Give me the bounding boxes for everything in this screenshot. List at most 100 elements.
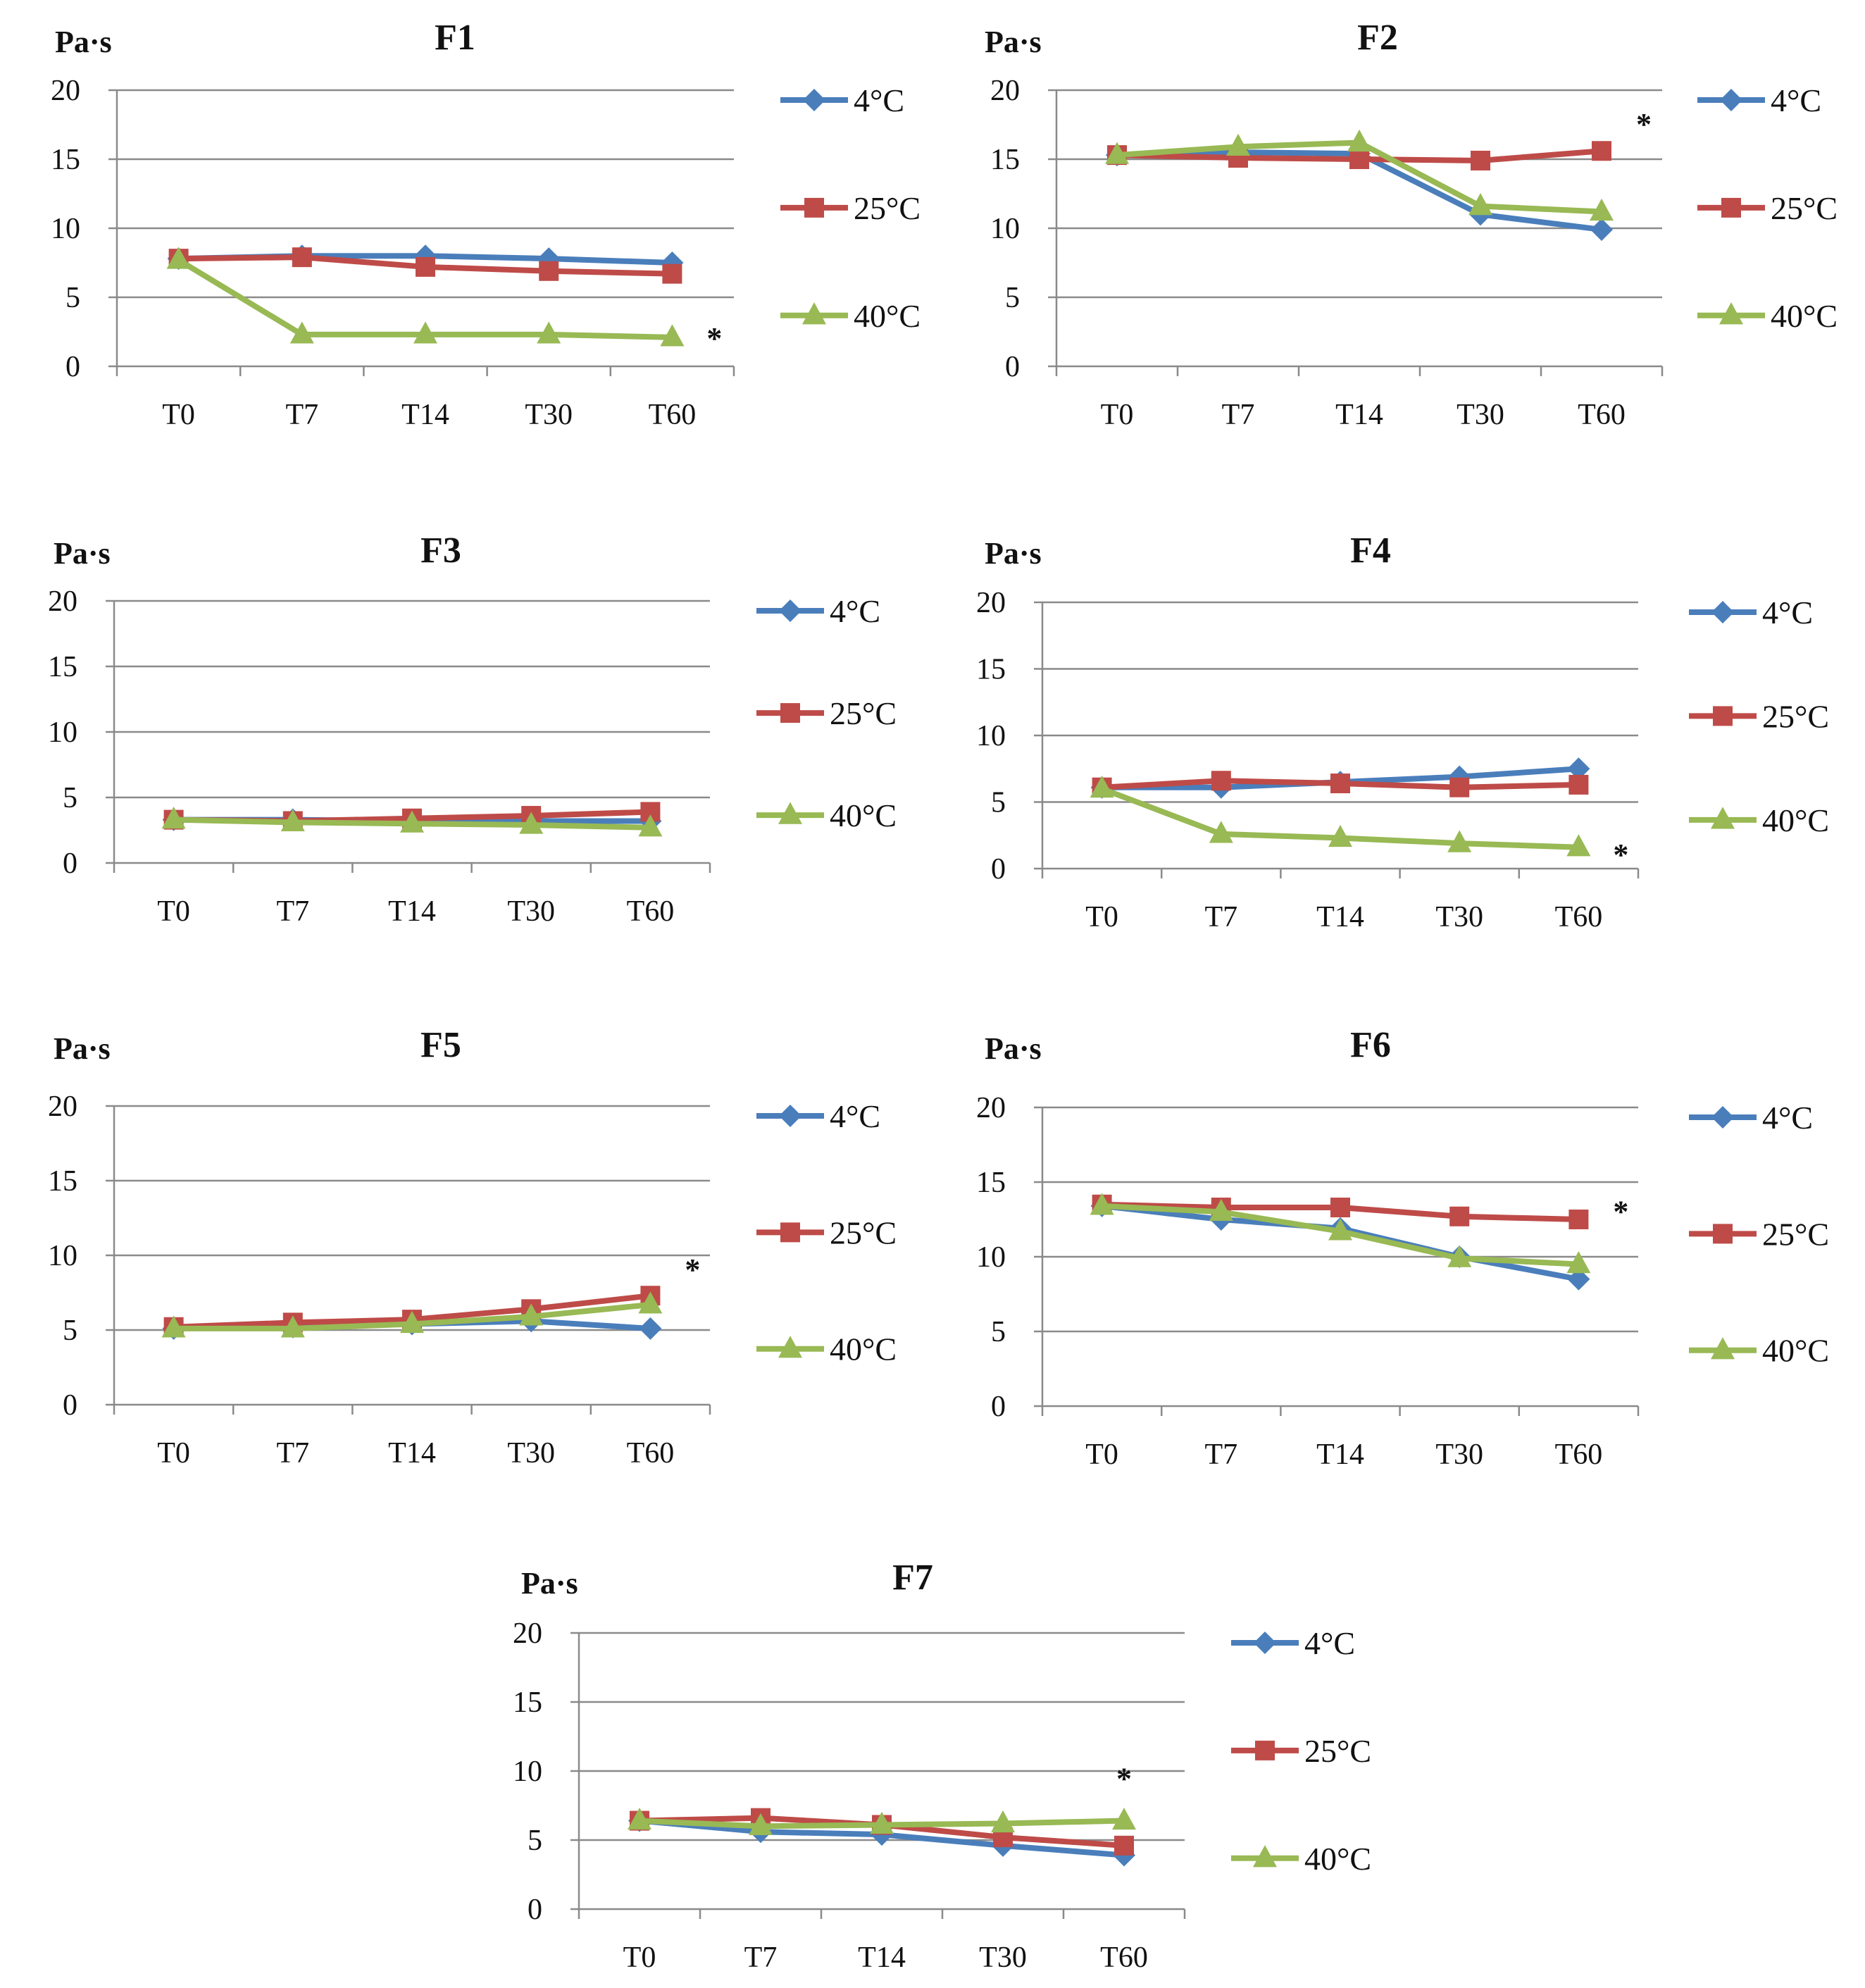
significance-marker: * [1613,838,1628,872]
data-point [1449,777,1470,797]
data-point [1568,774,1589,795]
legend-entry: 40°C [1697,298,1838,334]
data-point [1211,771,1231,791]
y-tick-label: 5 [528,1825,542,1857]
data-point [870,1811,894,1834]
legend-entry: 25°C [1231,1733,1371,1769]
data-point [1447,830,1472,852]
x-tick-label: T0 [1085,1439,1118,1471]
legend-entry: 25°C [1689,1216,1829,1252]
legend-label: 25°C [854,190,921,226]
x-tick-label: T7 [285,399,318,431]
y-tick-label: 20 [48,585,77,618]
y-tick-label: 0 [991,853,1006,886]
data-point [416,256,435,277]
x-tick-label: T14 [1316,1439,1364,1471]
legend-label: 40°C [1762,1333,1829,1369]
chart-title: F7 [892,1558,933,1598]
chart-title: F1 [435,18,475,58]
legend-marker [779,599,801,622]
x-tick-label: T60 [1578,399,1626,431]
data-point [161,1315,186,1338]
x-tick-label: T60 [627,1437,675,1470]
y-tick-label: 15 [48,651,77,683]
x-tick-label: T0 [162,399,195,431]
legend-entry: 4°C [756,593,880,629]
data-point [660,324,685,347]
legend-marker [1720,89,1742,111]
y-axis-unit-label: Pa·s [521,1566,578,1601]
y-tick-label: 0 [66,351,80,383]
x-tick-label: T14 [388,895,436,928]
y-tick-label: 15 [513,1686,542,1719]
significance-marker: * [1116,1761,1132,1796]
legend-marker [1711,601,1734,623]
legend-marker [1253,1845,1277,1868]
data-point [1114,1835,1134,1856]
data-point [166,247,191,269]
y-tick-label: 15 [990,144,1020,176]
legend-label: 4°C [1771,82,1821,118]
data-point [519,1303,544,1326]
data-point [1349,149,1369,169]
data-point [1330,774,1350,794]
x-tick-label: T30 [1435,1439,1483,1471]
legend-label: 25°C [1771,190,1838,226]
data-point [749,1813,773,1835]
legend-label: 4°C [830,1098,880,1134]
x-tick-label: T60 [1555,901,1603,933]
legend-marker [778,1336,802,1358]
legend-label: 4°C [1762,1100,1813,1136]
data-point [1592,141,1611,161]
y-tick-label: 0 [528,1894,542,1926]
data-point [1471,150,1490,170]
y-tick-label: 20 [976,587,1006,619]
data-point [161,807,186,829]
chart-panel-f7: F7 Pa·s 0 5 10 15 20 T0 T7 T14 T30 T60 4°C 25°C 40°C * [513,1558,1371,1974]
x-tick-label: T7 [276,895,309,928]
data-point [1105,142,1129,164]
legend-entry: 25°C [1689,698,1829,734]
data-point [1090,1193,1114,1215]
y-tick-label: 0 [63,847,77,880]
legend-marker [803,89,825,111]
y-tick-label: 10 [976,1241,1006,1274]
legend-label: 4°C [1762,595,1813,630]
y-tick-label: 5 [1005,282,1020,314]
y-tick-label: 0 [991,1391,1006,1423]
legend-marker [802,302,826,325]
chart-panel-f1: F1 Pa·s 0 5 10 15 20 T0 T7 T14 T30 T60 4°C 25°C 40°C * [51,18,921,431]
legend-marker [804,197,824,218]
chart-title: F4 [1350,530,1391,571]
legend-label: 25°C [830,1214,897,1250]
legend-entry: 40°C [756,797,897,833]
legend-entry: 40°C [780,298,921,334]
x-tick-label: T14 [388,1437,436,1470]
significance-marker: * [685,1253,700,1287]
legend-entry: 4°C [780,82,904,118]
x-tick-label: T14 [1335,399,1383,431]
legend-marker [779,1105,801,1127]
data-point [1590,218,1613,241]
x-tick-label: T60 [627,895,675,928]
x-tick-label: T30 [1435,901,1483,933]
chart-panel-f3: F3 Pa·s 0 5 10 15 20 T0 T7 T14 T30 T60 4°C 25°C 40°C [48,530,897,928]
x-tick-label: T7 [1204,1439,1237,1471]
y-tick-label: 15 [976,654,1006,686]
legend-marker [1713,1224,1733,1244]
significance-marker: * [1636,107,1652,142]
chart-panel-f5: F5 Pa·s 0 5 10 15 20 T0 T7 T14 T30 T60 4°C 25°C 40°C * [48,1025,897,1470]
legend-entry: 25°C [756,695,897,731]
y-axis-unit-label: Pa·s [54,536,111,571]
data-point [1330,1198,1350,1218]
data-point [1468,193,1492,216]
data-point [1112,1807,1136,1830]
data-point [1226,133,1250,156]
x-tick-label: T60 [1555,1439,1603,1471]
legend-label: 40°C [830,1331,897,1367]
legend-label: 25°C [1762,1216,1829,1252]
x-tick-label: T60 [649,399,697,431]
y-tick-label: 10 [976,720,1006,752]
data-point [400,1310,424,1334]
y-tick-label: 5 [991,787,1006,819]
